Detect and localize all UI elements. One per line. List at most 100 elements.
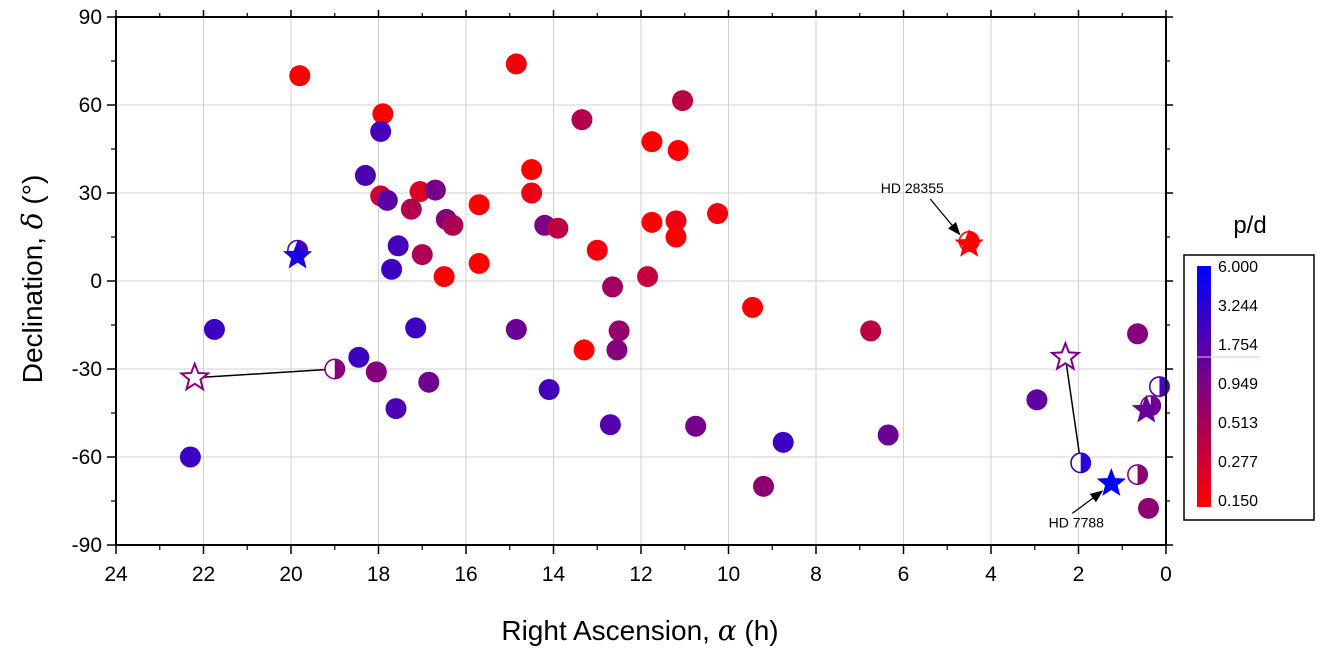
star-marker bbox=[178, 361, 211, 392]
scatter-point bbox=[608, 320, 630, 342]
scatter-point bbox=[707, 203, 729, 225]
colorbar-tick-label: 0.949 bbox=[1218, 376, 1258, 393]
scatter-point bbox=[365, 361, 387, 383]
y-tick-label: 90 bbox=[79, 6, 102, 29]
data-marks bbox=[178, 53, 1170, 519]
y-tick-label: 30 bbox=[79, 182, 102, 205]
colorbar-tick-label: 1.754 bbox=[1218, 337, 1258, 354]
y-axis-ticks: -90 -60 -30 0 30 60 90 bbox=[72, 6, 1173, 557]
star-marker bbox=[954, 228, 984, 257]
scatter-point bbox=[400, 198, 422, 220]
half-point-fill bbox=[1080, 453, 1091, 473]
scatter-point bbox=[521, 159, 543, 181]
y-tick-label: -30 bbox=[72, 358, 102, 381]
scatter-point bbox=[606, 339, 628, 361]
scatter-point bbox=[538, 379, 560, 401]
scatter-point bbox=[753, 475, 774, 497]
scatter-point bbox=[860, 320, 882, 342]
scatter-point bbox=[641, 131, 663, 153]
scatter-point bbox=[571, 109, 593, 131]
annotation-arrow bbox=[929, 198, 961, 236]
scatter-point bbox=[772, 431, 794, 453]
scatter-point bbox=[521, 182, 543, 204]
colorbar-tick-label: 6.000 bbox=[1218, 259, 1258, 276]
half-filled-point bbox=[1070, 452, 1092, 474]
connector-line bbox=[1064, 357, 1082, 463]
x-tick-label: 22 bbox=[192, 563, 215, 586]
y-axis-title: Declination, δ (°) bbox=[16, 175, 49, 384]
colorbar: p/d 6.000 3.244 1.754 0.949 0.513 0.277 0.150 bbox=[1183, 212, 1315, 521]
scatter-point bbox=[547, 217, 569, 239]
scatter-point bbox=[505, 53, 527, 75]
y-tick-label: -60 bbox=[72, 446, 102, 469]
x-axis-title: Right Ascension, α (h) bbox=[501, 614, 778, 647]
x-tick-label: 14 bbox=[542, 563, 566, 586]
scatter-point bbox=[468, 194, 490, 216]
x-axis-ticks: 24 22 20 18 16 14 12 10 8 6 4 2 0 bbox=[104, 10, 1172, 586]
x-tick-label: 0 bbox=[1160, 563, 1172, 586]
x-tick-label: 20 bbox=[279, 563, 302, 586]
half-point-fill bbox=[334, 359, 345, 379]
x-tick-label: 24 bbox=[104, 563, 128, 586]
star-marker bbox=[282, 240, 313, 269]
x-tick-label: 10 bbox=[717, 563, 740, 586]
half-point-fill bbox=[1159, 376, 1170, 397]
x-tick-label: 16 bbox=[454, 563, 477, 586]
annotation-label: HD 7788 bbox=[1049, 514, 1104, 530]
scatter-point bbox=[289, 65, 311, 87]
half-filled-point bbox=[1148, 376, 1170, 398]
colorbar-labels: 6.000 3.244 1.754 0.949 0.513 0.277 0.150 bbox=[1218, 259, 1258, 510]
annotations: HD 28355 HD 7788 bbox=[881, 180, 1104, 530]
scatter-point bbox=[505, 318, 527, 340]
x-tick-label: 4 bbox=[985, 563, 997, 586]
scatter-point bbox=[637, 266, 659, 288]
scatter-point bbox=[602, 276, 624, 298]
star-marker bbox=[1131, 394, 1161, 423]
colorbar-tick-label: 0.513 bbox=[1218, 415, 1258, 432]
scatter-point bbox=[685, 415, 707, 437]
y-tick-label: 60 bbox=[79, 94, 102, 117]
colorbar-tick-label: 3.244 bbox=[1218, 298, 1258, 315]
annotation-arrow bbox=[1071, 490, 1104, 514]
half-filled-point bbox=[324, 358, 346, 380]
scatter-point bbox=[877, 424, 899, 446]
scatter-point bbox=[672, 90, 694, 112]
scatter-point bbox=[354, 164, 376, 186]
scatter-point bbox=[1138, 497, 1159, 519]
scatter-point bbox=[203, 318, 225, 340]
colorbar-tick-label: 0.277 bbox=[1218, 454, 1258, 471]
annotation-label: HD 28355 bbox=[881, 180, 944, 196]
scatter-point bbox=[468, 252, 490, 274]
scatter-point bbox=[370, 120, 392, 142]
scatter-point bbox=[573, 339, 595, 361]
star-marker bbox=[1096, 468, 1126, 496]
colorbar-gradient bbox=[1197, 266, 1211, 507]
scatter-point bbox=[641, 211, 663, 233]
scatter-point bbox=[742, 296, 764, 318]
scatter-point bbox=[405, 317, 427, 339]
y-tick-label: 0 bbox=[90, 270, 102, 293]
scatter-point bbox=[372, 103, 394, 125]
scatter-point bbox=[1127, 323, 1149, 345]
scatter-point bbox=[418, 371, 440, 393]
scatter-point bbox=[433, 266, 455, 288]
scatter-point bbox=[1026, 389, 1048, 411]
half-filled-point bbox=[1127, 464, 1149, 486]
half-point-fill bbox=[1137, 464, 1148, 485]
scatter-point bbox=[385, 398, 407, 420]
x-tick-label: 2 bbox=[1073, 563, 1085, 586]
scatter-point bbox=[179, 446, 201, 468]
scatter-point bbox=[665, 226, 687, 248]
scatter-point bbox=[665, 210, 687, 232]
connector-line bbox=[194, 368, 335, 379]
y-tick-label: -90 bbox=[72, 534, 102, 557]
star-marker bbox=[1049, 340, 1082, 371]
x-tick-label: 6 bbox=[898, 563, 910, 586]
scatter-point bbox=[667, 139, 689, 161]
scatter-point bbox=[424, 179, 446, 201]
x-tick-label: 8 bbox=[810, 563, 822, 586]
scatter-point bbox=[599, 414, 621, 436]
scatter-point bbox=[387, 235, 409, 257]
colorbar-tick-label: 0.150 bbox=[1218, 493, 1258, 510]
